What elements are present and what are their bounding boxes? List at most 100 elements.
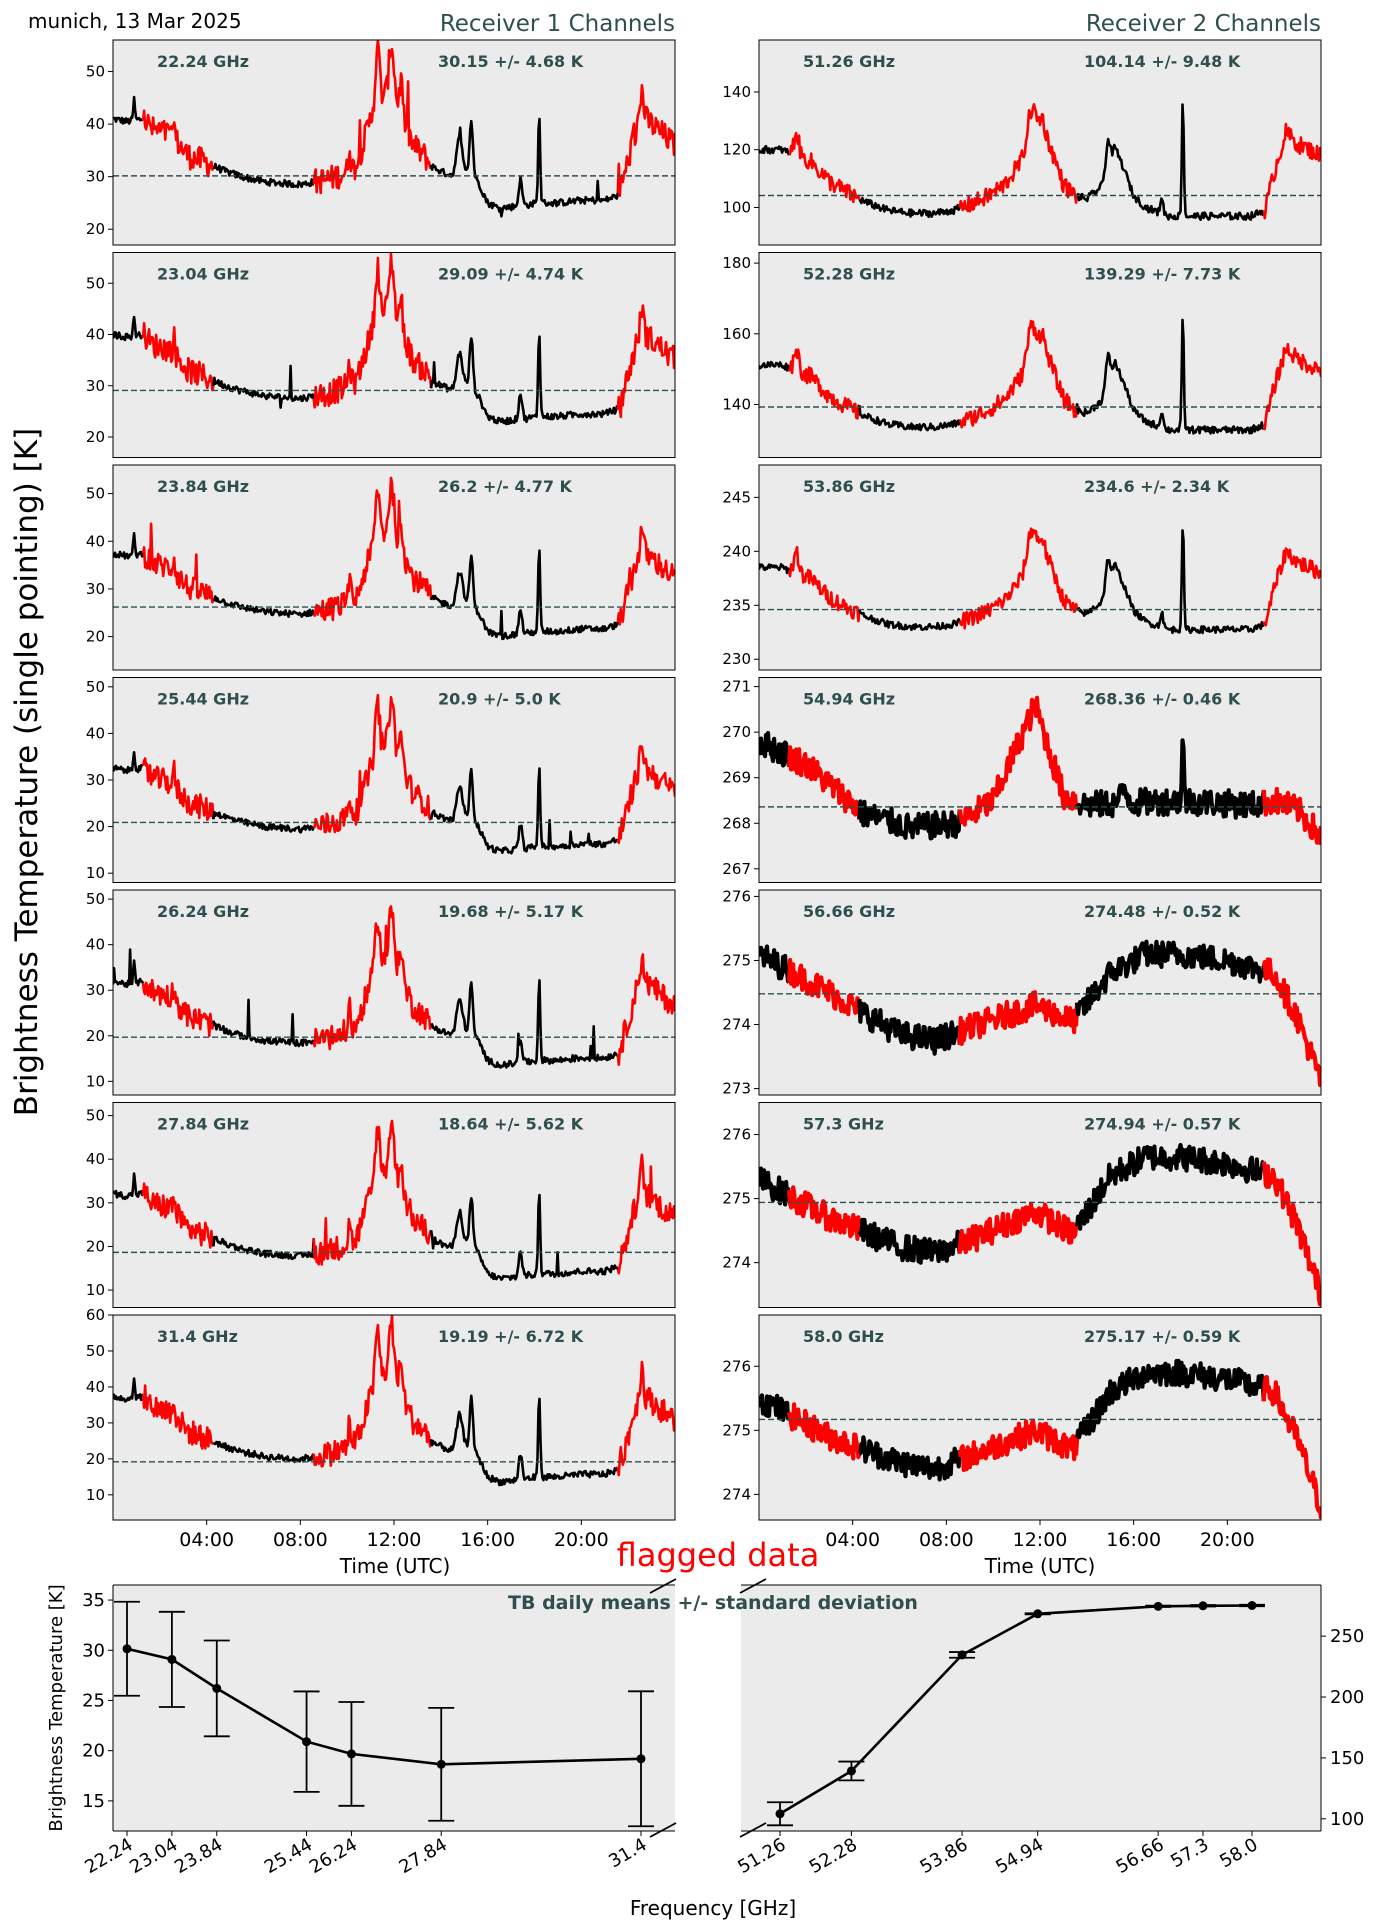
r1-panel-5: 10 20 30 40 50 27.84 GHz 18.64 +/- 5.62 K — [86, 1102, 676, 1308]
series-segment — [759, 1393, 792, 1422]
left-mean-point — [436, 1759, 446, 1769]
r2-panel-series — [759, 527, 1321, 635]
right-x-tick-label: 57.3 — [1167, 1834, 1212, 1872]
axis-break-mark — [649, 1822, 677, 1838]
r1-frequency-label: 22.24 GHz — [157, 52, 249, 71]
r1-panel-0: 20 30 40 50 22.24 GHz 30.15 +/- 4.68 K — [86, 39, 676, 246]
r1-y-tick-label: 50 — [86, 274, 105, 292]
r2-y-tick-label: 120 — [722, 141, 751, 159]
r1-frequency-label: 26.24 GHz — [157, 902, 249, 921]
flagged-series-segment — [616, 1360, 675, 1477]
series-segment — [212, 1235, 315, 1261]
r2-y-tick-label: 269 — [722, 769, 751, 787]
flagged-series-segment — [313, 693, 432, 834]
r2-panel-series — [759, 318, 1321, 435]
right-mean-point — [846, 1766, 856, 1776]
r2-panel-background — [759, 1315, 1321, 1520]
flagged-series-segment — [312, 1315, 433, 1468]
flagged-series-segment — [1261, 786, 1321, 845]
r1-y-tick-label: 30 — [86, 1194, 105, 1212]
r2-y-tick-label: 160 — [722, 325, 751, 343]
right-y-tick-label: 100 — [1330, 1809, 1364, 1830]
r1-y-tick-label: 40 — [86, 724, 105, 742]
r1-y-tick-label: 10 — [86, 864, 105, 882]
flagged-series-segment — [1261, 1375, 1321, 1519]
series-segment — [429, 117, 620, 218]
flagged-series-segment — [616, 745, 675, 845]
flagged-series-segment — [787, 348, 861, 420]
series-segment — [759, 563, 791, 575]
r2-y-tick-label: 230 — [722, 650, 751, 668]
r2-frequency-label: 54.94 GHz — [803, 690, 895, 709]
series-segment — [759, 731, 792, 768]
flagged-series-segment — [141, 1384, 215, 1450]
r2-y-tick-label: 276 — [722, 1126, 751, 1144]
left-y-tick-label: 35 — [82, 1590, 105, 1611]
r1-stats-label: 30.15 +/- 4.68 K — [438, 52, 584, 71]
left-x-tick-label: 22.24 — [81, 1834, 136, 1878]
flagged-series-segment — [957, 695, 1080, 827]
flagged-series-segment — [141, 109, 215, 178]
left-mean-point — [122, 1644, 132, 1654]
series-segment — [857, 1217, 962, 1265]
r1-panel-series — [113, 1119, 675, 1281]
axis-break-mark — [739, 1822, 767, 1838]
r2-panel-frame — [758, 1102, 1322, 1308]
r1-x-tick-label: 04:00 — [179, 1529, 234, 1551]
flagged-series-segment — [787, 745, 862, 820]
r1-y-tick-label: 30 — [86, 771, 105, 789]
r2-y-tick-label: 274 — [722, 1485, 751, 1503]
r1-y-tick-label: 50 — [86, 1107, 105, 1125]
r2-stats-label: 268.36 +/- 0.46 K — [1084, 690, 1241, 709]
series-segment — [430, 979, 619, 1069]
r1-panel-1: 20 30 40 50 23.04 GHz 29.09 +/- 4.74 K — [86, 252, 676, 458]
r2-frequency-label: 58.0 GHz — [803, 1327, 884, 1346]
r1-frequency-label: 23.04 GHz — [157, 265, 249, 284]
r2-y-tick-label: 140 — [722, 83, 751, 101]
flagged-series-segment — [616, 304, 675, 419]
r2-stats-label: 234.6 +/- 2.34 K — [1084, 477, 1230, 496]
right-x-tick-label: 51.26 — [734, 1834, 789, 1878]
flagged-series-segment — [958, 527, 1079, 630]
r2-y-tick-label: 276 — [722, 887, 751, 905]
r2-y-tick-label: 274 — [722, 1254, 751, 1272]
flagged-series-segment — [616, 1153, 675, 1275]
series-segment — [1075, 939, 1266, 1017]
flagged-series-segment — [958, 103, 1079, 213]
right-mean-point — [1198, 1601, 1208, 1611]
r1-panel-2: 20 30 40 50 23.84 GHz 26.2 +/- 4.77 K — [86, 464, 676, 671]
r1-panel-frame — [112, 889, 676, 1096]
r1-panel-6: 10 20 30 40 50 60 04:00 08:00 12:00 16:00 20:00 31.… — [86, 1306, 676, 1551]
right-mean-point — [957, 1650, 967, 1660]
series-segment — [1075, 1358, 1266, 1440]
r2-y-tick-label: 268 — [722, 814, 751, 832]
series-segment — [857, 799, 962, 841]
r1-y-tick-label: 40 — [86, 1378, 105, 1396]
series-segment — [1075, 318, 1266, 435]
flagged-series-segment — [1262, 547, 1321, 627]
right-y-tick-label: 250 — [1330, 1626, 1364, 1647]
series-segment — [429, 1394, 619, 1487]
main-y-axis-label: Brightness Temperature (single pointing)… — [9, 428, 45, 1116]
flagged-series-segment — [1261, 957, 1321, 1087]
r1-y-tick-label: 10 — [86, 1486, 105, 1504]
means-x-axis-label: Frequency [GHz] — [630, 1896, 796, 1920]
r1-y-tick-label: 20 — [86, 628, 105, 646]
left-mean-point — [346, 1749, 356, 1759]
flagged-series-segment — [312, 1119, 433, 1266]
r2-y-tick-label: 271 — [722, 678, 751, 696]
r2-y-tick-label: 267 — [722, 860, 751, 878]
r1-y-tick-label: 50 — [86, 1342, 105, 1360]
r1-frequency-label: 27.84 GHz — [157, 1115, 249, 1134]
r1-y-tick-label: 40 — [86, 115, 105, 133]
r1-y-tick-label: 20 — [86, 428, 105, 446]
flagged-series-segment — [958, 319, 1079, 429]
flagged-series-segment — [787, 958, 861, 1017]
r2-panel-background — [759, 252, 1321, 458]
right-y-tick-label: 200 — [1330, 1687, 1364, 1708]
flagged-series-segment — [141, 757, 215, 821]
flagged-series-segment — [312, 40, 433, 195]
r1-y-tick-label: 10 — [86, 1072, 105, 1090]
r1-y-tick-label: 20 — [86, 818, 105, 836]
r2-y-tick-label: 276 — [722, 1357, 751, 1375]
